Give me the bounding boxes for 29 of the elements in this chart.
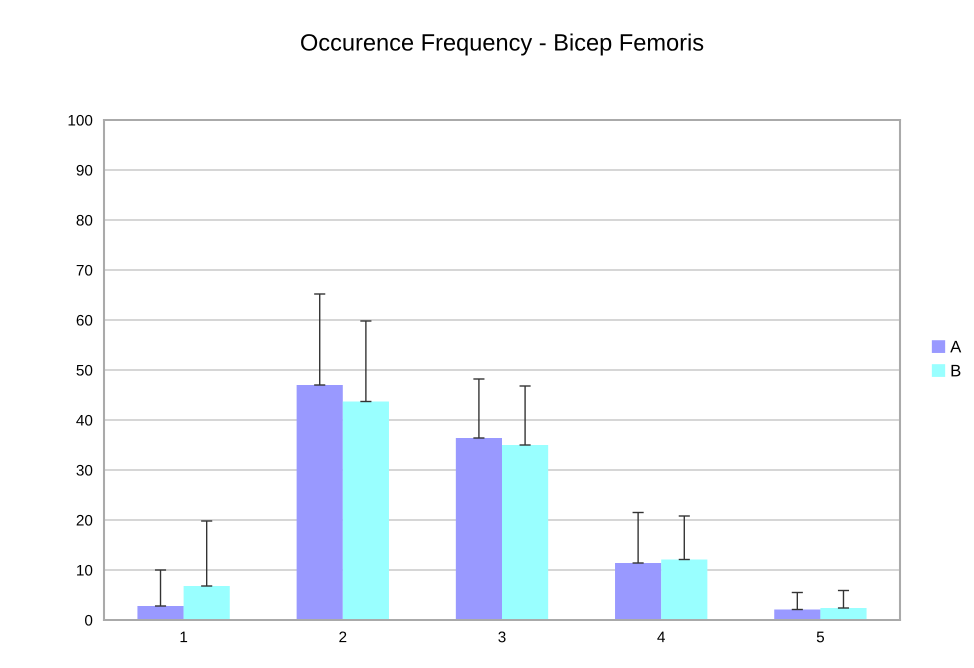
y-tick-label: 40 bbox=[76, 414, 92, 426]
x-tick-label: 3 bbox=[498, 632, 506, 642]
y-tick-label: 90 bbox=[76, 164, 92, 176]
bar bbox=[342, 402, 389, 620]
bar bbox=[137, 606, 184, 620]
y-tick-label: 80 bbox=[76, 214, 92, 226]
bar bbox=[820, 608, 867, 620]
y-tick-label: 10 bbox=[77, 564, 92, 576]
chart-title: Occurence Frequency - Bicep Femoris bbox=[301, 33, 704, 56]
x-tick-label: 4 bbox=[657, 632, 665, 642]
x-tick-label: 5 bbox=[816, 632, 824, 642]
bar bbox=[296, 385, 343, 620]
y-tick-label: 20 bbox=[76, 514, 92, 526]
bar bbox=[184, 586, 230, 620]
x-tick-label: 1 bbox=[180, 632, 188, 642]
bar bbox=[774, 610, 820, 620]
bar bbox=[661, 560, 708, 620]
y-tick-label: 60 bbox=[76, 314, 92, 326]
bar bbox=[615, 563, 662, 620]
bar bbox=[456, 438, 502, 620]
legend-label: A bbox=[950, 340, 962, 352]
y-tick-label: 70 bbox=[76, 264, 92, 276]
y-tick-label: 30 bbox=[76, 464, 92, 476]
y-tick-label: 50 bbox=[76, 364, 92, 376]
y-tick-label: 100 bbox=[68, 114, 92, 126]
y-tick-label: 0 bbox=[84, 614, 92, 626]
x-tick-label: 2 bbox=[339, 632, 346, 642]
legend-label: B bbox=[952, 364, 960, 376]
bar bbox=[502, 445, 548, 620]
